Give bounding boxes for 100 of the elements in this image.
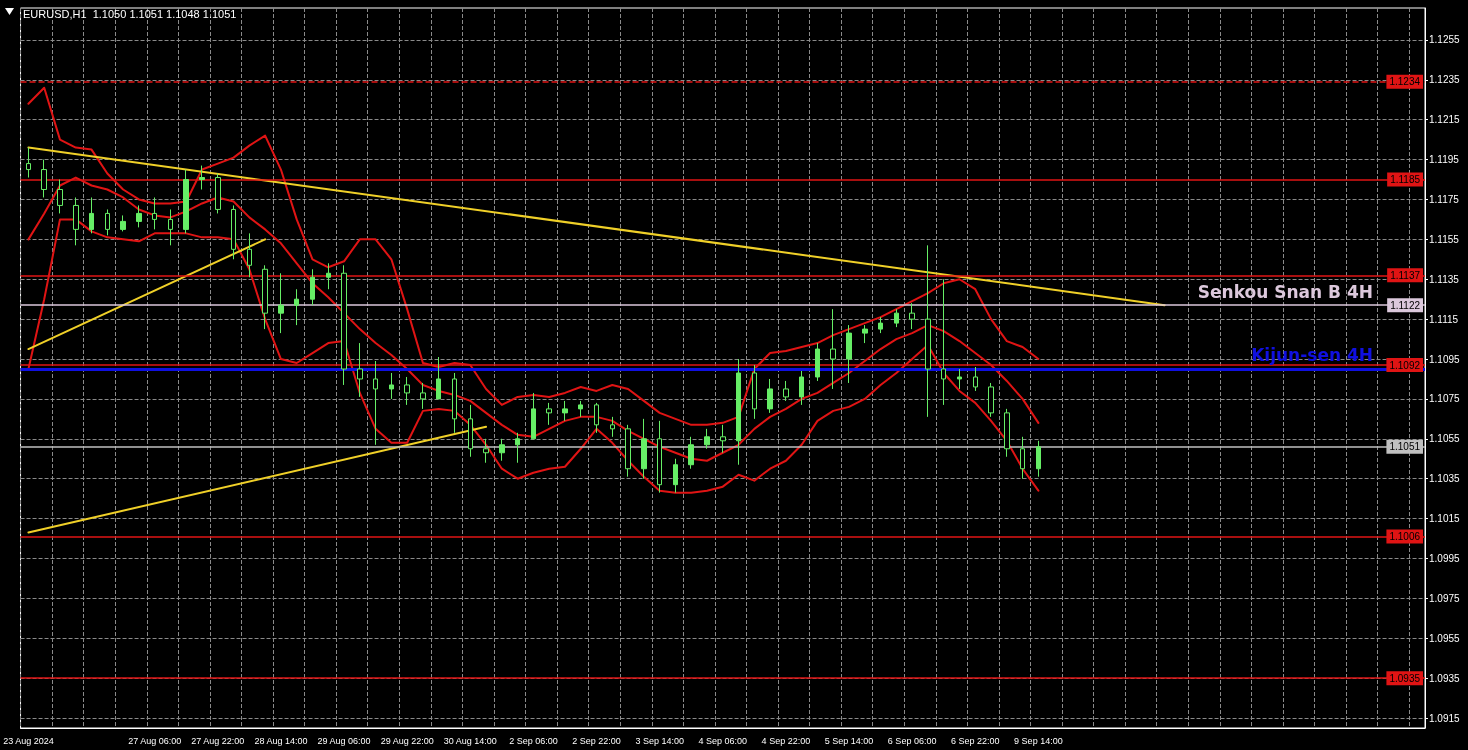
x-tick-label: 2 Sep 06:00 bbox=[509, 735, 558, 746]
candlestick bbox=[767, 378, 773, 414]
candlestick bbox=[925, 244, 931, 418]
candlestick bbox=[720, 424, 726, 454]
y-tick-label: 1.1195 bbox=[1429, 154, 1460, 166]
candlestick bbox=[183, 169, 189, 234]
candlestick bbox=[389, 372, 394, 400]
candlestick bbox=[420, 382, 426, 410]
y-tick-label: 1.1215 bbox=[1429, 114, 1461, 126]
candlestick bbox=[673, 458, 678, 494]
candlestick bbox=[641, 418, 647, 480]
y-tick-label: 1.1175 bbox=[1429, 193, 1460, 205]
candlestick bbox=[799, 370, 804, 406]
ref-line-label: 1.1185 bbox=[1390, 174, 1421, 186]
y-tick-label: 1.0995 bbox=[1429, 552, 1461, 564]
candlestick bbox=[152, 196, 157, 230]
y-tick-label: 1.1135 bbox=[1429, 273, 1460, 285]
candlestick bbox=[294, 288, 299, 326]
candlestick bbox=[26, 147, 31, 179]
candlestick bbox=[736, 358, 741, 466]
chart-title: EURUSD,H1 1.1050 1.1051 1.1048 1.1051 bbox=[23, 7, 237, 20]
candlestick bbox=[262, 264, 268, 330]
ref-line-label: 1.1051 bbox=[1389, 441, 1421, 453]
candlestick bbox=[973, 366, 978, 392]
y-tick-label: 1.0975 bbox=[1429, 592, 1461, 604]
candlestick bbox=[862, 324, 868, 344]
candlestick bbox=[136, 204, 142, 228]
x-tick-label: 30 Aug 14:00 bbox=[443, 735, 497, 746]
ref-line-label: 1.0935 bbox=[1389, 672, 1421, 684]
candlestick bbox=[941, 278, 946, 406]
candlestick bbox=[1004, 408, 1010, 458]
y-tick-label: 1.1075 bbox=[1429, 393, 1461, 405]
candlestick bbox=[562, 400, 568, 422]
candlestick bbox=[957, 368, 962, 390]
candlestick bbox=[752, 364, 757, 420]
annotation: Kijun-sen 4H bbox=[1251, 345, 1374, 366]
candlestick bbox=[326, 262, 331, 290]
x-tick-label: 5 Sep 14:00 bbox=[824, 735, 874, 746]
ref-line-label: 1.1137 bbox=[1390, 269, 1421, 281]
x-tick-label: 27 Aug 06:00 bbox=[128, 735, 182, 746]
y-tick-label: 1.1055 bbox=[1429, 433, 1461, 445]
candlestick bbox=[815, 342, 820, 382]
y-tick-label: 1.1235 bbox=[1429, 74, 1461, 86]
x-tick-label: 23 Aug 2024 bbox=[3, 735, 54, 746]
x-tick-label: 6 Sep 06:00 bbox=[887, 735, 937, 746]
x-tick-label: 2 Sep 22:00 bbox=[572, 735, 621, 746]
candlestick bbox=[199, 165, 205, 190]
candlestick bbox=[89, 196, 94, 234]
candlestick bbox=[1036, 440, 1041, 478]
candlestick bbox=[278, 272, 284, 334]
y-tick-label: 1.1115 bbox=[1429, 313, 1459, 325]
annotation: Senkou Snan B 4H bbox=[1197, 281, 1374, 302]
x-tick-label: 9 Sep 14:00 bbox=[1014, 735, 1063, 746]
x-tick-label: 3 Sep 14:00 bbox=[635, 735, 684, 746]
ref-line-label: 1.1092 bbox=[1389, 359, 1421, 371]
candlestick bbox=[499, 438, 505, 462]
candlestick bbox=[909, 302, 915, 330]
y-tick-label: 1.0915 bbox=[1429, 712, 1461, 724]
candlestick bbox=[578, 400, 583, 418]
candlestick bbox=[373, 360, 378, 446]
x-tick-label: 27 Aug 22:00 bbox=[191, 735, 245, 746]
candlestick bbox=[404, 376, 410, 406]
candlestick bbox=[878, 316, 883, 334]
candlestick bbox=[704, 428, 710, 450]
candlestick bbox=[105, 208, 110, 236]
y-tick-label: 1.1015 bbox=[1429, 513, 1461, 525]
x-tick-label: 29 Aug 06:00 bbox=[317, 735, 371, 746]
candlestick bbox=[846, 324, 852, 384]
candlestick bbox=[231, 204, 236, 260]
x-tick-label: 29 Aug 22:00 bbox=[380, 735, 434, 746]
candlestick bbox=[215, 173, 221, 214]
candlestick bbox=[531, 392, 536, 440]
ref-line-label: 1.1234 bbox=[1389, 76, 1421, 88]
candlestick bbox=[988, 382, 994, 418]
y-tick-label: 1.1255 bbox=[1429, 34, 1461, 46]
candlestick bbox=[168, 208, 173, 246]
candlestick bbox=[515, 432, 520, 464]
candlestick bbox=[310, 268, 315, 306]
candlestick bbox=[57, 179, 63, 214]
y-tick-label: 1.1035 bbox=[1429, 473, 1461, 485]
y-tick-label: 1.1155 bbox=[1429, 233, 1460, 245]
candlestick bbox=[452, 372, 457, 434]
candlestick bbox=[830, 308, 836, 390]
candlestick bbox=[73, 196, 79, 246]
candlestick bbox=[657, 420, 662, 494]
ref-line-label: 1.1006 bbox=[1389, 531, 1421, 543]
ref-line-label: 1.1122 bbox=[1390, 299, 1421, 311]
candlestick bbox=[41, 159, 47, 198]
candlestick bbox=[247, 232, 252, 278]
candlestick bbox=[483, 438, 489, 464]
x-tick-label: 4 Sep 06:00 bbox=[698, 735, 748, 746]
y-tick-label: 1.0935 bbox=[1429, 672, 1461, 684]
x-tick-label: 4 Sep 22:00 bbox=[761, 735, 811, 746]
candlestick bbox=[546, 402, 552, 426]
candlestick bbox=[436, 356, 441, 400]
candlestick bbox=[625, 424, 631, 478]
x-tick-label: 6 Sep 22:00 bbox=[950, 735, 1000, 746]
candlestick bbox=[783, 380, 789, 402]
candlestick bbox=[594, 402, 599, 434]
candlestick bbox=[610, 416, 615, 438]
